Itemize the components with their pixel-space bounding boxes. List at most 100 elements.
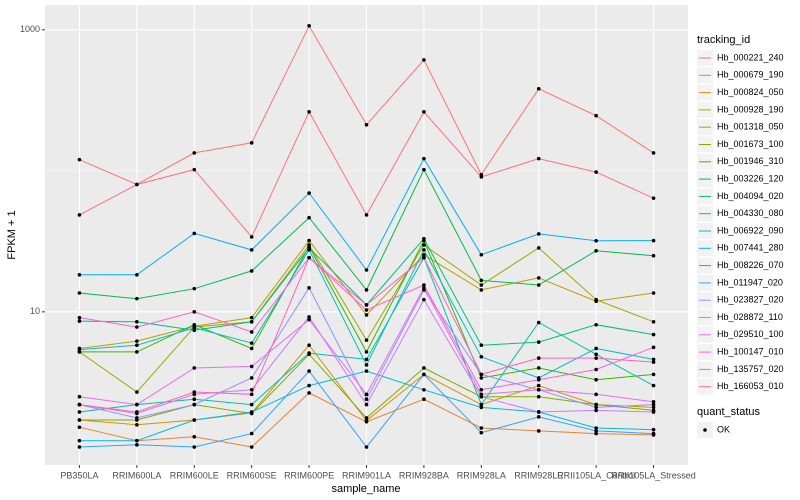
x-tick-label: RRIM600LE [170, 470, 219, 480]
data-point [536, 410, 541, 414]
legend-label: Hb_001946_310 [717, 156, 784, 166]
x-tick-label: RRII105LA_Stressed [611, 470, 696, 480]
data-point [307, 238, 311, 243]
data-point [307, 286, 311, 290]
x-tick-label: RRIM600SE [227, 470, 277, 480]
data-point [192, 167, 197, 172]
data-point [249, 341, 254, 345]
data-point [594, 402, 598, 407]
data-point [479, 402, 484, 407]
data-point [364, 369, 369, 373]
data-point [364, 418, 369, 423]
x-tick-label: PB350LA [60, 470, 98, 480]
x-tick-label: RRIM928BA [399, 470, 449, 480]
legend-label: Hb_000928_190 [717, 104, 784, 114]
data-point [364, 350, 369, 354]
data-point [594, 113, 598, 118]
legend-label: Hb_000221_240 [717, 52, 784, 62]
data-point [479, 283, 484, 287]
data-point [307, 215, 311, 220]
legend-label: Hb_028872_110 [717, 312, 783, 322]
data-point [77, 438, 82, 443]
data-point [536, 387, 541, 392]
data-point [651, 357, 656, 362]
data-point [594, 239, 598, 243]
data-point [307, 383, 311, 388]
data-point [77, 394, 82, 399]
data-point [135, 390, 139, 394]
data-point [192, 434, 197, 439]
legend-point [703, 428, 707, 432]
data-point [135, 273, 139, 277]
data-point [422, 243, 426, 247]
data-point [135, 438, 139, 443]
data-point [651, 383, 656, 388]
data-point [77, 319, 82, 323]
data-point [192, 397, 197, 402]
data-point [594, 426, 598, 430]
data-point [479, 430, 484, 435]
data-point [249, 376, 254, 380]
data-point [422, 286, 426, 290]
data-point [479, 175, 484, 179]
data-point [192, 310, 197, 314]
data-point [77, 418, 82, 422]
data-point [77, 445, 82, 449]
data-point [536, 283, 541, 287]
data-point [249, 364, 254, 369]
data-point [192, 418, 197, 422]
data-point [536, 340, 541, 344]
data-point [249, 431, 254, 436]
data-point [536, 377, 541, 382]
data-point [651, 332, 656, 337]
x-tick-label: RRIM600PE [284, 470, 334, 480]
data-point [192, 151, 197, 155]
data-point [594, 356, 598, 360]
legend-label: Hb_023827_020 [717, 295, 784, 305]
data-point [249, 141, 254, 145]
legend-label: Hb_000679_190 [717, 70, 784, 80]
data-point [536, 415, 541, 419]
data-point [364, 123, 369, 127]
data-point [422, 372, 426, 377]
data-point [479, 252, 484, 257]
legend-title: tracking_id [697, 34, 750, 46]
data-point [307, 317, 311, 322]
data-point [364, 397, 369, 402]
data-point [135, 416, 139, 420]
legend-label: Hb_135757_020 [717, 364, 784, 374]
data-point [651, 151, 656, 155]
data-point [651, 319, 656, 324]
data-point [135, 350, 139, 354]
legend-label: Hb_011947_020 [717, 277, 783, 287]
data-point [651, 431, 656, 436]
data-point [651, 372, 656, 377]
data-point [249, 330, 254, 334]
data-point [364, 402, 369, 407]
data-point [536, 394, 541, 399]
data-point [249, 248, 254, 252]
data-point [479, 343, 484, 347]
data-point [77, 347, 82, 352]
data-point [651, 405, 656, 410]
data-point [594, 408, 598, 413]
data-point [192, 286, 197, 291]
data-point [651, 402, 656, 407]
data-point [135, 182, 139, 187]
data-point [479, 354, 484, 359]
data-point [422, 387, 426, 392]
data-point [479, 278, 484, 283]
data-point [594, 346, 598, 351]
y-tick-label: 10 [30, 306, 40, 316]
data-point [536, 429, 541, 433]
data-point [192, 326, 197, 330]
legend-label: Hb_001673_100 [717, 139, 784, 149]
data-point [307, 24, 311, 28]
data-point [192, 366, 197, 370]
data-point [594, 248, 598, 253]
data-point [307, 343, 311, 347]
data-point [536, 156, 541, 161]
data-point [536, 383, 541, 388]
data-point [422, 236, 426, 241]
